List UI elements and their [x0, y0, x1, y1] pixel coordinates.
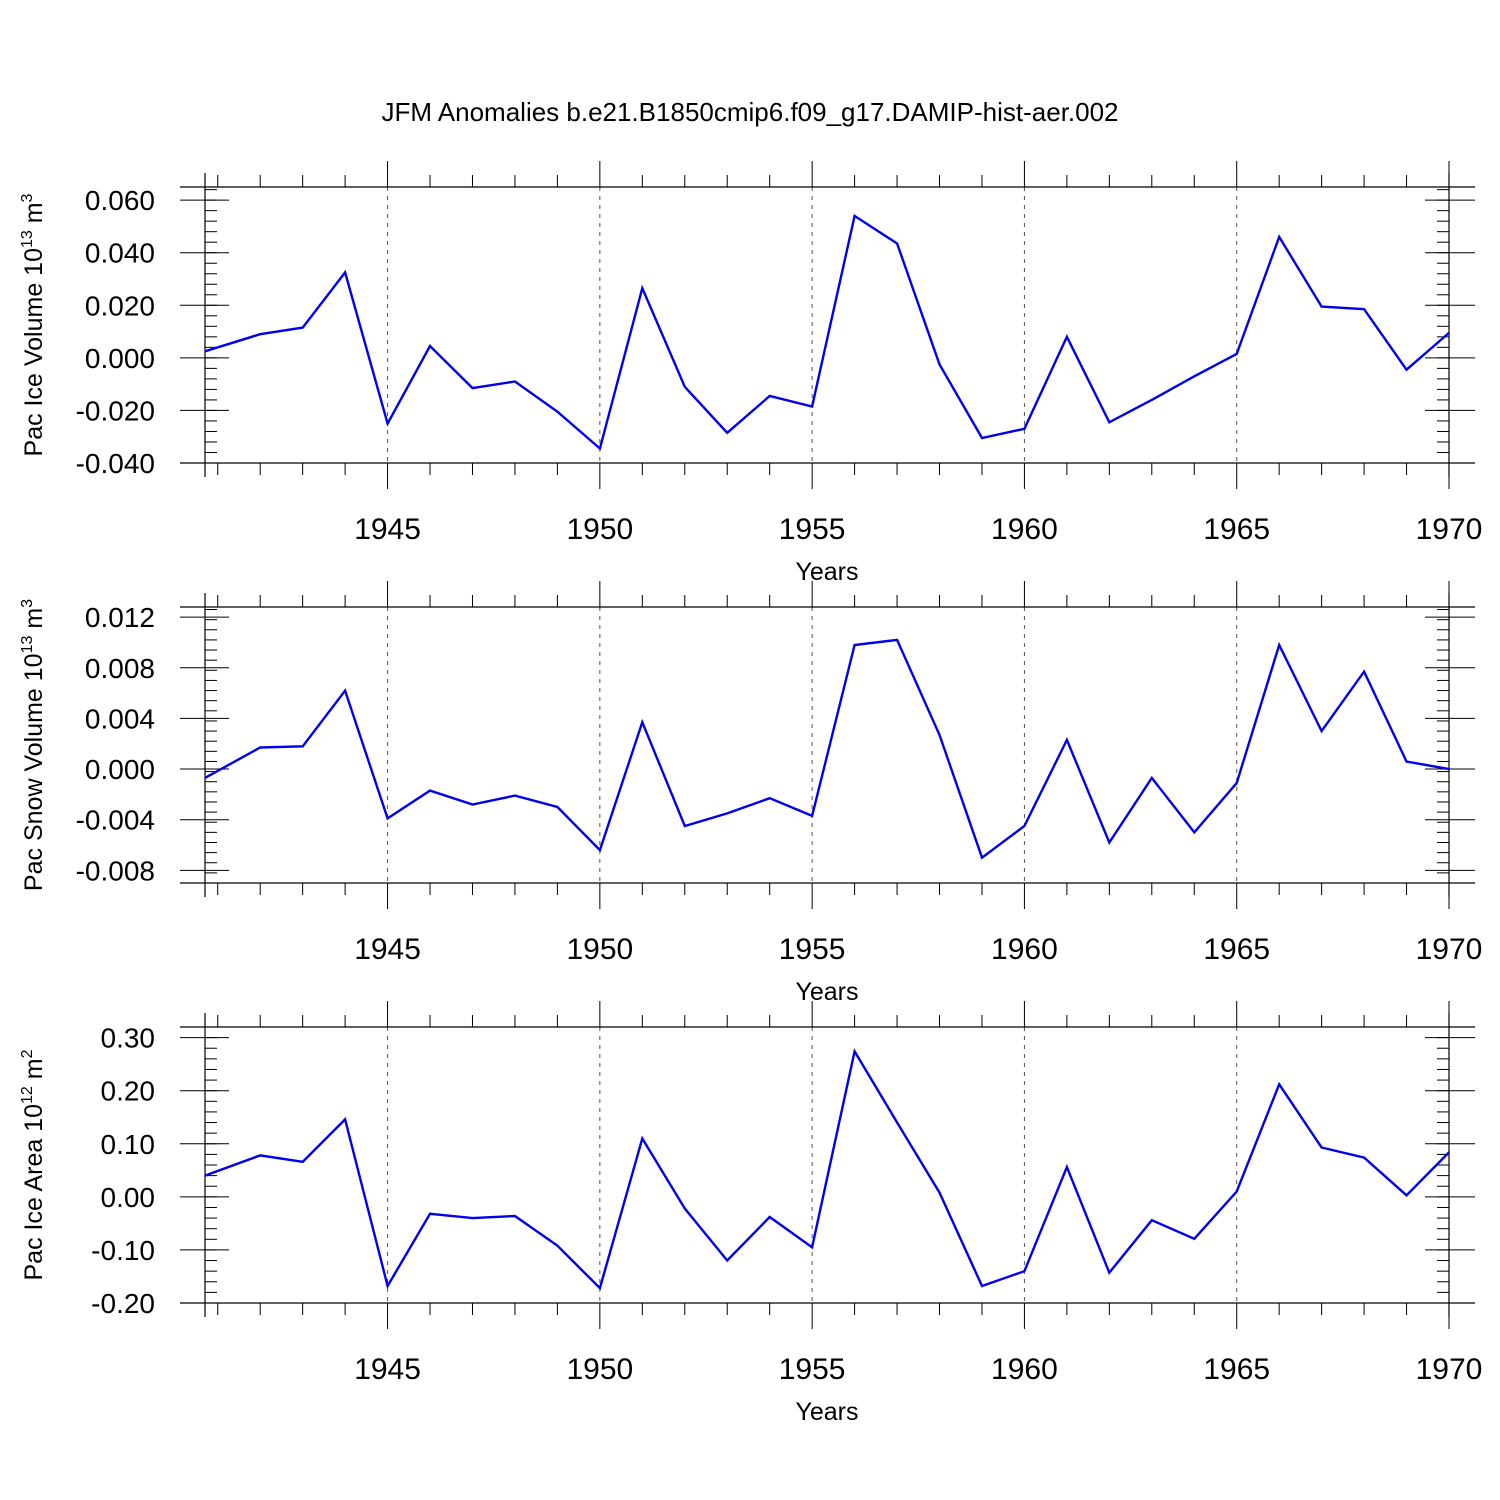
panel-1-y-tick-label: -0.020: [76, 395, 155, 426]
panel-2-x-tick-label: 1960: [991, 933, 1058, 966]
panel-1-x-tick-label: 1945: [354, 513, 421, 546]
panel-3-x-tick-label: 1970: [1416, 1353, 1483, 1386]
panel-2-x-tick-label: 1950: [566, 933, 633, 966]
panel-1-y-tick-label: 0.060: [85, 185, 155, 216]
panel-3-y-tick-label: 0.20: [101, 1076, 156, 1107]
panel-2-y-tick-label: 0.000: [85, 754, 155, 785]
panel-2-y-tick-label: 0.008: [85, 653, 155, 684]
figure-title: JFM Anomalies b.e21.B1850cmip6.f09_g17.D…: [381, 97, 1119, 127]
panel-3-y-tick-label: 0.10: [101, 1129, 156, 1160]
panel-2-x-axis-title: Years: [795, 978, 858, 1006]
panel-2-y-tick-label: 0.012: [85, 602, 155, 633]
panel-2-y-tick-label: 0.004: [85, 703, 155, 734]
panel-3-y-tick-label: -0.20: [91, 1288, 155, 1319]
panel-1-series-line: [204, 213, 1450, 451]
panel-3-y-axis-title: Pac Ice Area 1012 m2: [19, 1049, 48, 1280]
panel-1-y-tick-label: 0.040: [85, 238, 155, 269]
panel-2-y-tick-label: -0.004: [76, 805, 155, 836]
panel-3-x-tick-label: 1945: [354, 1353, 421, 1386]
panel-3-y-tick-label: -0.10: [91, 1235, 155, 1266]
panel-3-x-tick-label: 1965: [1203, 1353, 1270, 1386]
panel-2-y-axis-title: Pac Snow Volume 1013 m3: [19, 599, 48, 891]
panel-2-x-tick-label: 1970: [1416, 933, 1483, 966]
panel-2-x-tick-label: 1955: [779, 933, 846, 966]
panel-2-x-tick-label: 1965: [1203, 933, 1270, 966]
panel-3-x-tick-label: 1955: [779, 1353, 846, 1386]
panel-1-y-axis-title: Pac Ice Volume 1013 m3: [19, 193, 48, 456]
panel-1-x-tick-label: 1955: [779, 513, 846, 546]
panel-3-x-axis-title: Years: [795, 1398, 858, 1426]
panel-3-x-tick-label: 1960: [991, 1353, 1058, 1386]
panel-1-y-tick-label: 0.020: [85, 290, 155, 321]
panel-1-x-tick-label: 1960: [991, 513, 1058, 546]
panel-1-x-tick-label: 1950: [566, 513, 633, 546]
panel-2-x-tick-label: 1945: [354, 933, 421, 966]
panel-3-y-tick-label: 0.30: [101, 1023, 156, 1054]
panel-3-x-tick-label: 1950: [566, 1353, 633, 1386]
panel-2-y-tick-label: -0.008: [76, 855, 155, 886]
panel-1-y-tick-label: 0.000: [85, 343, 155, 374]
panel-1-x-tick-label: 1970: [1416, 513, 1483, 546]
panel-1-y-tick-label: -0.040: [76, 448, 155, 479]
panel-3-y-tick-label: 0.00: [101, 1182, 156, 1213]
panel-1-x-axis-title: Years: [795, 558, 858, 586]
panel-1-x-tick-label: 1965: [1203, 513, 1270, 546]
panel-3-series-line: [204, 1048, 1450, 1291]
panel-2-series-line: [204, 638, 1450, 860]
